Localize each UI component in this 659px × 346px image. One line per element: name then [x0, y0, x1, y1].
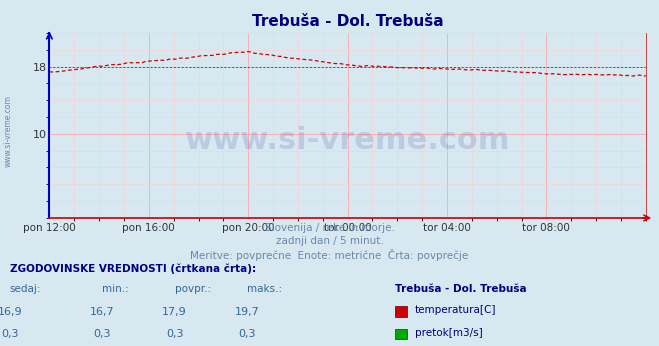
Text: 0,3: 0,3 — [1, 329, 18, 339]
Text: 16,9: 16,9 — [0, 307, 22, 317]
Title: Trebuša - Dol. Trebuša: Trebuša - Dol. Trebuša — [252, 14, 444, 29]
Text: 17,9: 17,9 — [162, 307, 187, 317]
Text: povpr.:: povpr.: — [175, 284, 211, 294]
Text: min.:: min.: — [102, 284, 129, 294]
Text: Trebuša - Dol. Trebuša: Trebuša - Dol. Trebuša — [395, 284, 527, 294]
Text: maks.:: maks.: — [247, 284, 282, 294]
Text: zadnji dan / 5 minut.: zadnji dan / 5 minut. — [275, 236, 384, 246]
Text: Slovenija / reke in morje.: Slovenija / reke in morje. — [264, 223, 395, 233]
Text: 19,7: 19,7 — [235, 307, 260, 317]
Text: 0,3: 0,3 — [94, 329, 111, 339]
Text: www.si-vreme.com: www.si-vreme.com — [4, 95, 13, 167]
Text: sedaj:: sedaj: — [10, 284, 42, 294]
Text: ZGODOVINSKE VREDNOSTI (črtkana črta):: ZGODOVINSKE VREDNOSTI (črtkana črta): — [10, 263, 256, 274]
Text: Meritve: povprečne  Enote: metrične  Črta: povprečje: Meritve: povprečne Enote: metrične Črta:… — [190, 249, 469, 261]
Text: 0,3: 0,3 — [166, 329, 183, 339]
Text: 0,3: 0,3 — [239, 329, 256, 339]
Text: temperatura[C]: temperatura[C] — [415, 305, 497, 315]
Text: pretok[m3/s]: pretok[m3/s] — [415, 328, 483, 338]
Text: www.si-vreme.com: www.si-vreme.com — [185, 126, 510, 155]
Text: 16,7: 16,7 — [90, 307, 115, 317]
